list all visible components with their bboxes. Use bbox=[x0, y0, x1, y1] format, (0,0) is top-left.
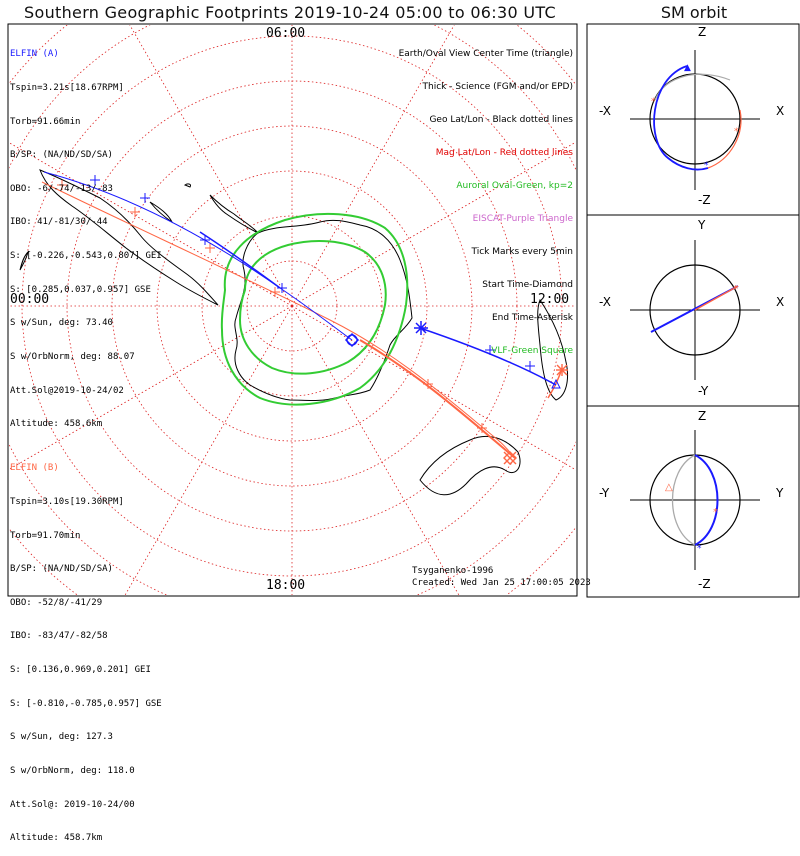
svg-text:*: * bbox=[651, 97, 656, 107]
mag-grid bbox=[9, 25, 576, 595]
tick-top: 06:00 bbox=[266, 26, 306, 41]
tick-left: 00:00 bbox=[10, 292, 50, 307]
sm3-left-label: -Y bbox=[599, 486, 610, 500]
plot-title: Southern Geographic Footprints 2019-10-2… bbox=[24, 3, 556, 22]
elfin-b-markers bbox=[503, 364, 568, 465]
sm-panel-2: * bbox=[630, 240, 760, 380]
elfin-b-thin bbox=[41, 181, 516, 459]
sm3-bottom-label: -Z bbox=[698, 577, 711, 591]
info-line: S: [-0.810,-0.785,0.957] GSE bbox=[10, 698, 162, 709]
svg-text:▲: ▲ bbox=[684, 63, 691, 73]
antarctic-peninsula bbox=[209, 194, 259, 234]
sm2-right-label: X bbox=[776, 295, 785, 309]
legend-entry: Earth/Oval View Center Time (triangle) bbox=[398, 49, 573, 59]
svg-text:*: * bbox=[734, 127, 739, 137]
sm2-top-label: Y bbox=[698, 218, 706, 232]
legend: Earth/Oval View Center Time (triangle) T… bbox=[399, 27, 573, 368]
info-line: S w/OrbNorm, deg: 118.0 bbox=[10, 765, 135, 776]
sm-orbit-title: SM orbit bbox=[660, 3, 728, 22]
info-line: IBO: -83/47/-82/58 bbox=[10, 631, 108, 642]
info-line: B/SP: (NA/ND/SD/SA) bbox=[10, 150, 113, 161]
footprint-graphics: ▲ * * * * △ * * bbox=[7, 23, 800, 598]
info-line: IBO: 41/-81/30/-44 bbox=[10, 217, 108, 228]
legend-entry: Start Time-Diamond bbox=[482, 280, 573, 290]
elfin-a-thick bbox=[199, 231, 281, 289]
elfin-b-info: ELFIN (B) Tspin=3.10s[19.30RPM] Torb=91.… bbox=[10, 441, 162, 856]
legend-entry: EISCAT-Purple Triangle bbox=[472, 214, 573, 224]
info-line: OBO: -6/-74/-13/-83 bbox=[10, 183, 113, 194]
sm-frame bbox=[586, 23, 800, 598]
info-line: Altitude: 458.7km bbox=[10, 833, 103, 844]
auroral-oval bbox=[220, 212, 409, 406]
sm1-top-label: Z bbox=[698, 25, 707, 39]
created-credit: Created: Wed Jan 25 17:00:05 2023 bbox=[412, 578, 591, 588]
info-line: Att.Sol@2019-10-24/02 bbox=[10, 385, 124, 396]
legend-entry: End Time-Asterisk bbox=[491, 313, 573, 323]
sm3-top-label: Z bbox=[698, 409, 707, 423]
elfin-a-track bbox=[43, 171, 561, 389]
elfin-a-thin bbox=[43, 171, 353, 341]
svg-text:*: * bbox=[697, 544, 702, 554]
sm3-right-label: Y bbox=[776, 486, 784, 500]
elfin-a-name: ELFIN (A) bbox=[10, 49, 59, 60]
info-line: S: [0.285,0.037,0.957] GSE bbox=[10, 284, 151, 295]
info-line: S w/Sun, deg: 73.40 bbox=[10, 318, 113, 329]
svg-text:*: * bbox=[704, 161, 709, 171]
info-line: S: [-0.226,-0.543,0.807] GEI bbox=[10, 251, 162, 262]
sm-panel-3: △ * * bbox=[630, 430, 760, 570]
info-line: S: [0.136,0.969,0.201] GEI bbox=[10, 665, 151, 676]
mag-lat-ring bbox=[156, 170, 428, 442]
africa-coast bbox=[419, 436, 521, 496]
antarctica-coast bbox=[234, 219, 413, 401]
info-line: Tspin=3.10s[19.30RPM] bbox=[10, 497, 124, 508]
tick-right: 12:00 bbox=[530, 292, 570, 307]
australia-coast bbox=[537, 298, 569, 401]
elfin-b-name: ELFIN (B) bbox=[10, 463, 59, 474]
svg-text:*: * bbox=[733, 284, 738, 295]
elfin-b-thick bbox=[359, 339, 516, 459]
info-line: S w/OrbNorm, deg: 88.07 bbox=[10, 351, 135, 362]
info-line: Torb=91.70min bbox=[10, 530, 81, 541]
auroral-oval-outer bbox=[220, 212, 409, 406]
info-line: S w/Sun, deg: 127.3 bbox=[10, 732, 113, 743]
model-credit: Tsyganenko-1996 bbox=[412, 566, 494, 576]
info-line: B/SP: (NA/ND/SD/SA) bbox=[10, 564, 113, 575]
sm1-right-label: X bbox=[776, 104, 785, 118]
mag-lat-ring bbox=[201, 215, 383, 397]
coastlines bbox=[19, 169, 569, 496]
info-line: Torb=91.66min bbox=[10, 116, 81, 127]
sm2-bottom-label: -Y bbox=[698, 384, 709, 398]
elfin-a-right bbox=[419, 327, 557, 386]
elfin-a-end-asterisk bbox=[414, 321, 428, 335]
map-frame bbox=[7, 23, 578, 597]
elfin-b-diamond bbox=[503, 451, 517, 465]
sm1-bottom-label: -Z bbox=[698, 193, 711, 207]
legend-entry: Tick Marks every 5min bbox=[471, 247, 573, 257]
svg-text:△: △ bbox=[665, 482, 673, 493]
south-america-coast bbox=[39, 169, 219, 306]
legend-entry: Geo Lat/Lon - Black dotted lines bbox=[429, 115, 573, 125]
sm-panel-1: ▲ * * * bbox=[630, 50, 760, 190]
auroral-oval-inner bbox=[238, 239, 387, 375]
tick-bottom: 18:00 bbox=[266, 578, 306, 593]
mag-lat-ring bbox=[21, 35, 563, 577]
elfin-a-info: ELFIN (A) Tspin=3.21s[18.67RPM] Torb=91.… bbox=[10, 27, 162, 442]
info-line: Altitude: 458.6km bbox=[10, 419, 103, 430]
info-line: Att.Sol@: 2019-10-24/00 bbox=[10, 799, 135, 810]
legend-entry: Thick - Science (FGM and/or EPD) bbox=[422, 82, 573, 92]
legend-entry: Auroral Oval-Green, kp=2 bbox=[456, 181, 573, 191]
elfin-a-triangle bbox=[551, 378, 561, 389]
sm2-left-label: -X bbox=[599, 295, 611, 309]
svg-text:*: * bbox=[713, 507, 718, 518]
legend-entry: VLF-Green Square bbox=[491, 346, 573, 356]
sm1-left-label: -X bbox=[599, 104, 611, 118]
info-line: Tspin=3.21s[18.67RPM] bbox=[10, 83, 124, 94]
legend-entry: Mag Lat/Lon - Red dotted lines bbox=[435, 148, 573, 158]
